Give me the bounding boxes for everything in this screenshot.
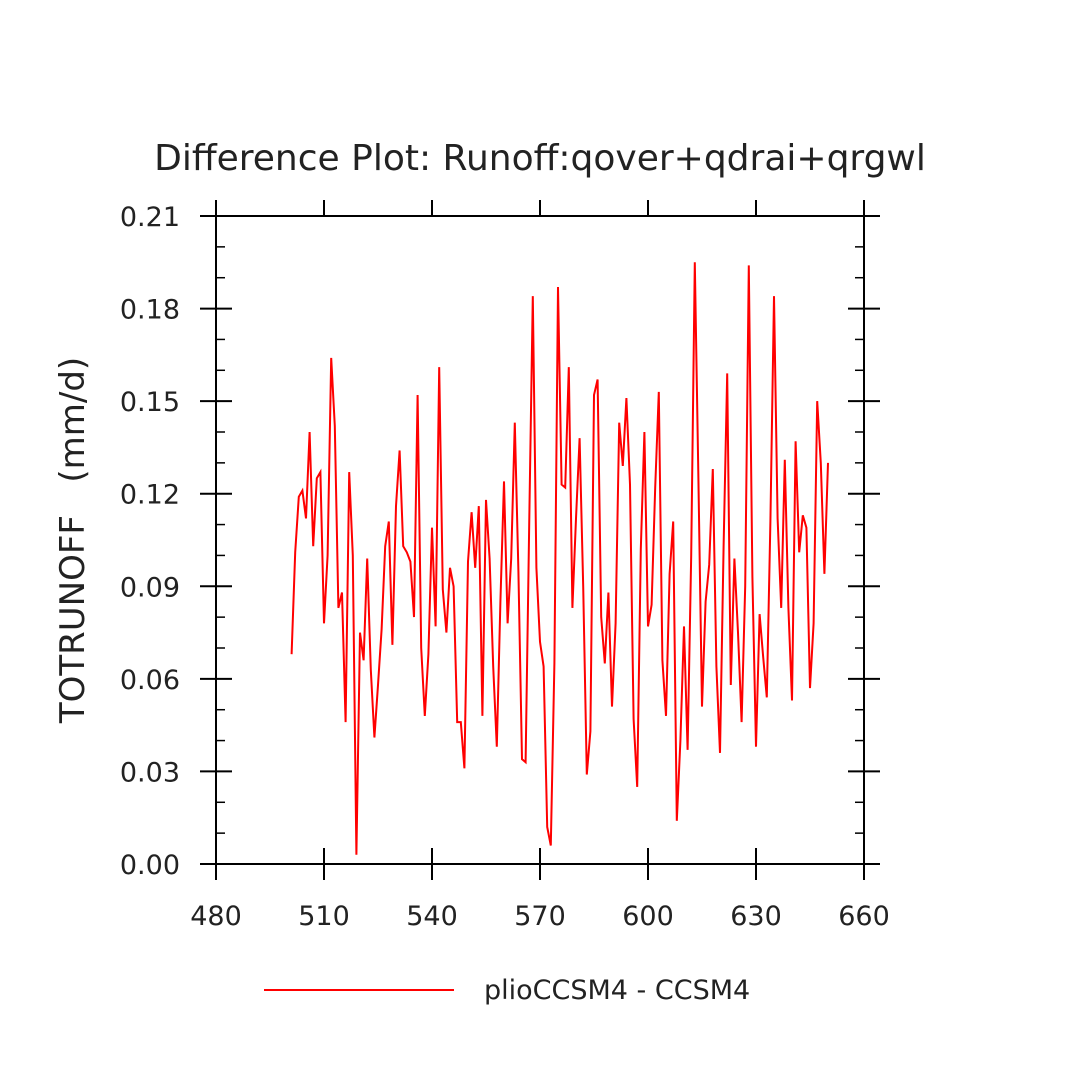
- x-tick-label: 570: [514, 901, 566, 932]
- series-line: [290, 262, 829, 855]
- y-axis: 0.00 0.03 0.06 0.09 0.12 0.15 0.18 0.21: [120, 202, 880, 881]
- y-tick-label: 0.09: [120, 572, 180, 603]
- y-axis-label: TOTRUNOFF (mm/d): [53, 357, 93, 724]
- x-tick-label: 540: [406, 901, 458, 932]
- y-tick-label: 0.12: [120, 480, 180, 511]
- chart-title: Difference Plot: Runoff:qover+qdrai+qrgw…: [154, 138, 926, 179]
- x-tick-label: 510: [298, 901, 350, 932]
- x-tick-label: 660: [838, 901, 890, 932]
- x-tick-label: 600: [622, 901, 674, 932]
- y-tick-label: 0.18: [120, 295, 180, 326]
- legend: plioCCSM4 - CCSM4: [264, 975, 750, 1006]
- y-tick-label: 0.03: [120, 757, 180, 788]
- series-layer: [290, 262, 829, 855]
- x-axis: 480 510 540 570 600 630 660: [190, 200, 890, 932]
- x-tick-label: 480: [190, 901, 242, 932]
- x-tick-label: 630: [730, 901, 782, 932]
- y-tick-label: 0.06: [120, 665, 180, 696]
- y-tick-label: 0.15: [120, 387, 180, 418]
- y-tick-label: 0.00: [120, 850, 180, 881]
- y-tick-label: 0.21: [120, 202, 180, 233]
- legend-label: plioCCSM4 - CCSM4: [484, 975, 750, 1006]
